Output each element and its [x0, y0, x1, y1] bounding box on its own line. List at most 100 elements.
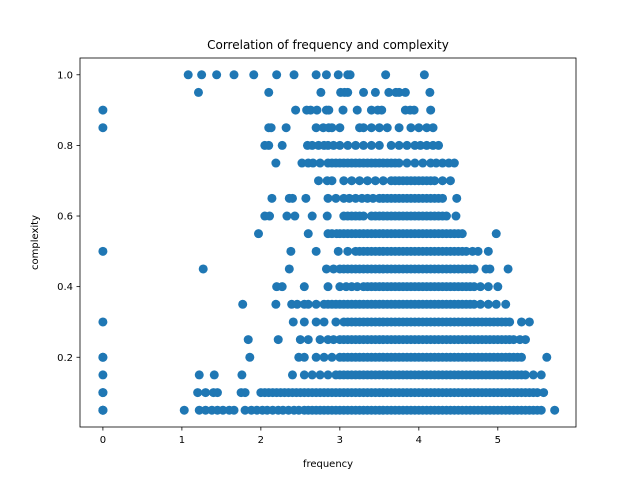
- data-point: [386, 140, 396, 150]
- data-point: [319, 317, 329, 327]
- data-point: [457, 229, 467, 239]
- chart-title: Correlation of frequency and complexity: [207, 38, 449, 52]
- data-point: [333, 70, 343, 80]
- data-point: [229, 70, 239, 80]
- data-point: [249, 70, 259, 80]
- data-point: [311, 123, 321, 133]
- data-point: [307, 140, 317, 150]
- y-tick-label: 0.6: [57, 212, 73, 223]
- data-point: [394, 140, 404, 150]
- data-point: [240, 388, 250, 398]
- data-point: [333, 246, 343, 256]
- data-point: [438, 193, 448, 203]
- data-point: [370, 87, 380, 97]
- data-point: [201, 388, 211, 398]
- data-point: [345, 70, 355, 80]
- data-point: [449, 158, 459, 168]
- y-axis-label: complexity: [30, 215, 41, 270]
- data-point: [321, 264, 331, 274]
- data-point: [394, 158, 404, 168]
- data-point: [381, 70, 391, 80]
- data-point: [272, 70, 282, 80]
- data-point: [264, 140, 274, 150]
- data-point: [277, 282, 287, 292]
- data-point: [532, 388, 542, 398]
- data-point: [314, 176, 324, 186]
- data-point: [287, 370, 297, 380]
- data-point: [98, 123, 108, 133]
- data-point: [179, 405, 189, 415]
- data-point: [311, 352, 321, 362]
- data-point: [327, 352, 337, 362]
- data-point: [312, 105, 322, 115]
- data-point: [98, 352, 108, 362]
- data-point: [382, 123, 392, 133]
- data-point: [194, 370, 204, 380]
- data-point: [307, 211, 317, 221]
- data-point: [98, 370, 108, 380]
- data-point: [98, 317, 108, 327]
- data-point: [524, 317, 534, 327]
- data-point: [430, 176, 440, 186]
- data-point: [197, 70, 207, 80]
- data-point: [329, 140, 339, 150]
- data-point: [286, 246, 296, 256]
- x-tick-label: 0: [100, 435, 106, 446]
- data-point: [311, 70, 321, 80]
- data-point: [351, 140, 361, 150]
- data-point: [520, 335, 530, 345]
- data-point: [406, 123, 416, 133]
- data-point: [316, 87, 326, 97]
- data-point: [517, 352, 526, 362]
- data-point: [331, 317, 341, 327]
- data-point: [212, 388, 222, 398]
- y-tick-label: 0.4: [57, 282, 73, 293]
- data-point: [299, 352, 309, 362]
- data-point: [311, 299, 321, 309]
- data-point: [422, 123, 432, 133]
- data-point: [338, 105, 348, 115]
- data-point: [212, 70, 222, 80]
- data-point: [243, 335, 253, 345]
- data-point: [299, 282, 309, 292]
- data-point: [98, 105, 108, 115]
- data-point: [550, 405, 560, 415]
- data-point: [229, 405, 239, 415]
- data-point: [307, 370, 317, 380]
- data-point: [335, 140, 345, 150]
- data-point: [265, 211, 275, 221]
- data-point: [335, 282, 345, 292]
- data-point: [306, 105, 316, 115]
- data-point: [193, 87, 203, 97]
- data-point: [469, 264, 479, 274]
- data-point: [218, 405, 228, 415]
- data-point: [299, 317, 309, 327]
- data-point: [254, 229, 263, 239]
- data-point: [291, 105, 301, 115]
- data-point: [193, 388, 203, 398]
- data-point: [400, 87, 410, 97]
- data-point: [505, 317, 515, 327]
- data-point: [428, 123, 438, 133]
- x-tick-label: 1: [179, 435, 185, 446]
- y-tick-label: 0.8: [57, 141, 73, 152]
- data-point: [501, 299, 511, 309]
- data-point: [183, 70, 193, 80]
- data-point: [322, 211, 332, 221]
- data-point: [441, 211, 451, 221]
- x-tick-label: 4: [416, 435, 422, 446]
- data-point: [344, 193, 354, 203]
- data-point: [277, 140, 287, 150]
- x-tick-label: 3: [337, 435, 343, 446]
- data-point: [311, 246, 321, 256]
- data-point: [509, 335, 519, 345]
- data-point: [384, 87, 394, 97]
- scatter-points: [98, 70, 560, 415]
- data-point: [359, 87, 369, 97]
- y-tick-label: 1.0: [57, 70, 73, 81]
- y-axis-ticks: 0.2 0.4 0.6 0.8 1.0: [57, 70, 80, 364]
- data-point: [264, 87, 274, 97]
- data-point: [335, 123, 345, 133]
